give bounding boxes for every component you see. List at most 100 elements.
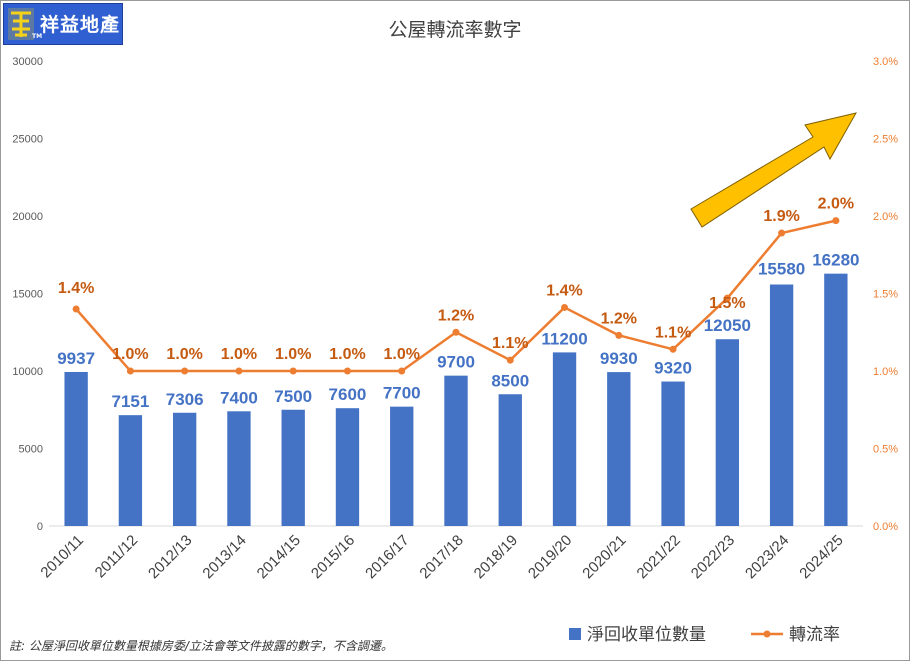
rate-point	[343, 367, 351, 375]
bar-value-label: 7151	[111, 392, 149, 411]
x-tick-label: 2012/13	[145, 532, 195, 582]
data-labels: 9937 7151 7306 7400 7500 7600 7700 9700 8500 1120…	[57, 196, 859, 412]
right-axis-tick: 3.0%	[873, 56, 898, 68]
right-axis-tick: 0.0%	[873, 521, 898, 533]
rate-point	[615, 331, 623, 339]
rate-point	[561, 303, 569, 311]
rate-point	[72, 305, 80, 313]
legend-line-marker	[763, 630, 771, 638]
bar-series	[64, 273, 848, 526]
bar	[552, 352, 577, 526]
bar	[335, 408, 360, 526]
right-axis-tick: 0.5%	[873, 444, 898, 456]
bar-value-label: 16280	[812, 251, 859, 270]
bar	[64, 371, 88, 526]
rate-value-label: 1.2%	[601, 310, 637, 327]
x-tick-label: 2014/15	[254, 532, 304, 582]
trend-arrow	[690, 112, 857, 228]
x-tick-label: 2022/23	[688, 532, 738, 582]
bar-value-label: 9930	[600, 349, 638, 368]
brand-logo: 祥益地產 TM	[3, 3, 123, 45]
right-axis: 0.0% 0.5% 1.0% 1.5% 2.0% 2.5% 3.0%	[873, 56, 898, 533]
right-axis-tick: 2.0%	[873, 211, 898, 223]
left-axis-tick: 5000	[19, 444, 43, 456]
bar-value-label: 9700	[437, 353, 475, 372]
legend-bar-swatch	[569, 628, 581, 640]
bar	[769, 284, 794, 526]
x-tick-label: 2017/18	[416, 532, 466, 582]
rate-point	[669, 345, 677, 353]
x-axis: 2010/11 2011/12 2012/13 2013/14 2014/15 2015/…	[37, 532, 846, 582]
x-tick-label: 2019/20	[525, 532, 575, 582]
bar-value-label: 7600	[329, 385, 367, 404]
right-axis-tick: 1.5%	[873, 289, 898, 301]
left-axis-tick: 30000	[12, 56, 43, 68]
bar	[661, 381, 685, 526]
bar-value-label: 7700	[383, 384, 421, 403]
rate-point	[452, 328, 460, 336]
legend-bar-label: 淨回收單位數量	[587, 625, 706, 645]
rate-value-label: 1.2%	[438, 307, 474, 324]
right-axis-tick: 2.5%	[873, 134, 898, 146]
x-tick-label: 2010/11	[37, 532, 87, 582]
brand-name: 祥益地產	[40, 14, 121, 36]
bar-value-label: 9937	[57, 349, 95, 368]
left-axis-tick: 10000	[12, 366, 43, 378]
bar	[824, 273, 848, 526]
x-tick-label: 2024/25	[796, 532, 846, 582]
bar	[607, 372, 631, 526]
left-axis-tick: 0	[37, 521, 43, 533]
x-tick-label: 2021/22	[634, 532, 684, 582]
rate-value-label: 1.0%	[221, 346, 257, 363]
bar-value-label: 11200	[541, 329, 587, 348]
bar-value-label: 12050	[704, 316, 751, 335]
chart-title: 公屋轉流率數字	[388, 19, 521, 41]
x-tick-label: 2015/16	[308, 532, 358, 582]
left-axis-tick: 15000	[12, 289, 43, 301]
bar-value-label: 7500	[274, 387, 312, 406]
rate-value-label: 1.9%	[763, 208, 799, 225]
rate-value-label: 1.0%	[383, 346, 419, 363]
rate-value-label: 1.0%	[112, 346, 148, 363]
brand-mark	[7, 7, 35, 41]
rate-point	[832, 217, 840, 225]
rate-value-label: 1.4%	[58, 280, 94, 297]
rate-value-label: 2.0%	[818, 196, 854, 213]
x-tick-label: 2018/19	[471, 532, 521, 582]
left-axis-tick: 20000	[12, 211, 43, 223]
left-axis-tick: 25000	[12, 134, 43, 146]
rate-value-label: 1.0%	[329, 346, 365, 363]
bar	[118, 415, 143, 526]
x-tick-label: 2016/17	[362, 532, 412, 582]
rate-point	[181, 367, 189, 375]
footnote: 註: 公屋淨回收單位數量根據房委/立法會等文件披露的數字，不含調遷。	[9, 639, 393, 653]
rate-value-label: 1.4%	[546, 282, 582, 299]
x-tick-label: 2011/12	[92, 532, 142, 582]
rate-point	[289, 367, 297, 375]
rate-value-label: 1.0%	[166, 346, 202, 363]
bar	[227, 411, 251, 526]
bar	[281, 409, 305, 526]
x-tick-label: 2020/21	[579, 532, 629, 582]
rate-point	[723, 294, 731, 302]
legend-line-label: 轉流率	[789, 625, 840, 645]
line-series	[72, 217, 840, 375]
bar	[715, 339, 740, 526]
rate-value-label: 1.5%	[709, 295, 745, 312]
bar-value-label: 8500	[491, 371, 529, 390]
bar-value-label: 7306	[166, 390, 204, 409]
bar	[390, 406, 414, 526]
bar	[498, 394, 522, 526]
rate-point	[235, 367, 243, 375]
rate-point	[126, 367, 134, 375]
rate-point	[398, 367, 406, 375]
bar-value-label: 9320	[654, 359, 692, 378]
trend-arrow-shape	[690, 112, 857, 228]
rate-value-label: 1.1%	[655, 324, 691, 341]
bar	[444, 375, 468, 526]
right-axis-tick: 1.0%	[873, 366, 898, 378]
legend: 淨回收單位數量 轉流率	[569, 625, 840, 645]
bar-value-label: 7400	[220, 388, 258, 407]
